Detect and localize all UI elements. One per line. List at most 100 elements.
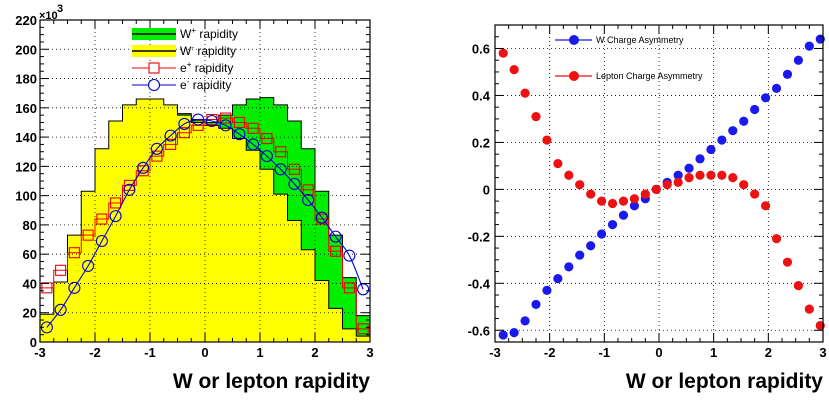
- legend-label-rest: rapidity: [189, 78, 231, 92]
- w-asymmetry-point: [793, 55, 804, 65]
- e-plus-marker: [343, 282, 355, 294]
- left-x-tick-label: 2: [311, 345, 318, 360]
- e-minus-marker: [343, 249, 356, 262]
- w-asymmetry-point: [717, 135, 727, 145]
- right-x-axis-title: W or lepton rapidity: [626, 370, 823, 393]
- right-x-tick-label: 0: [655, 345, 662, 360]
- lepton-asymmetry-point: [618, 196, 629, 206]
- e-plus-marker: [357, 323, 369, 335]
- legend-swatch-marker: [147, 78, 161, 92]
- lepton-asymmetry-point: [728, 173, 738, 183]
- e-minus-marker: [123, 183, 136, 196]
- w-asymmetry-point: [531, 299, 541, 310]
- right-x-tick-label: -2: [544, 345, 556, 360]
- e-plus-marker: [192, 119, 204, 131]
- e-minus-marker: [233, 128, 246, 141]
- e-plus-marker: [96, 213, 108, 225]
- lepton-asymmetry-point: [706, 170, 716, 180]
- e-plus-marker: [261, 133, 273, 145]
- e-minus-marker: [164, 129, 177, 142]
- lepton-asymmetry-point: [804, 304, 814, 314]
- right-panel: -3 -2 -1 0 1 2 3 -0.6 -0.4 -0.2 0 0.2 0.4 0.6 W or lep…: [468, 24, 827, 393]
- lepton-asymmetry-point: [640, 189, 650, 199]
- legend-label-rest: rapidity: [196, 27, 238, 41]
- w-asymmetry-point: [684, 163, 694, 173]
- left-legend-entry: W+ rapidity: [132, 26, 238, 41]
- w-asymmetry-point: [509, 328, 519, 338]
- e-plus-marker: [68, 247, 80, 259]
- left-legend-label: W+ rapidity: [180, 26, 238, 41]
- lepton-asymmetry-point: [771, 234, 782, 244]
- e-minus-marker: [137, 161, 150, 174]
- w-asymmetry-point: [673, 170, 683, 180]
- w-asymmetry-point: [607, 219, 618, 230]
- left-x-tick-label: -2: [89, 345, 101, 360]
- e-minus-marker: [109, 210, 122, 223]
- right-y-tick-label: 0.4: [472, 88, 491, 103]
- lepton-asymmetry-point: [586, 189, 596, 199]
- right-legend-label: W Charge Asymmetry: [596, 35, 684, 45]
- legend-swatch-marker: [569, 71, 579, 81]
- left-y-tick-label: 40: [23, 276, 37, 291]
- lepton-asymmetry-point: [597, 196, 607, 206]
- right-x-tick-label: 2: [765, 345, 772, 360]
- lepton-asymmetry-point: [607, 198, 618, 209]
- left-y-multiplier: ×10: [39, 10, 58, 22]
- legend-label-base: e: [180, 78, 187, 92]
- legend-label-rest: rapidity: [191, 61, 233, 75]
- e-minus-marker: [302, 193, 315, 207]
- e-minus-marker: [178, 117, 191, 130]
- lepton-asymmetry-point: [750, 189, 760, 199]
- right-y-tick-label: 0: [483, 182, 490, 197]
- legend-label-base: e: [180, 61, 187, 75]
- e-plus-marker: [275, 146, 287, 158]
- left-y-tick-label: 60: [23, 247, 37, 262]
- legend-swatch-marker: [148, 62, 160, 74]
- lepton-asymmetry-point: [695, 170, 705, 180]
- w-asymmetry-point: [782, 69, 793, 79]
- e-minus-marker: [288, 177, 301, 190]
- legend-label-sup: -: [187, 77, 190, 86]
- w-asymmetry-point: [728, 126, 738, 136]
- lepton-asymmetry-point: [739, 180, 749, 190]
- e-plus-marker: [288, 163, 300, 175]
- right-x-tick-label: -1: [599, 345, 611, 360]
- legend-label-base: W: [180, 27, 192, 41]
- w-asymmetry-point: [575, 250, 585, 260]
- w-asymmetry-point: [542, 285, 552, 295]
- right-y-tick-label: 0.2: [472, 135, 490, 150]
- right-legend-label: Lepton Charge Asymmetry: [596, 71, 703, 81]
- e-minus-marker: [54, 303, 67, 316]
- left-legend-entry: W- rapidity: [132, 43, 236, 58]
- lepton-asymmetry-point: [553, 158, 563, 169]
- lepton-asymmetry-point: [761, 201, 771, 211]
- lepton-asymmetry-point: [575, 180, 585, 190]
- e-plus-marker: [220, 112, 232, 124]
- right-legend-entry: Lepton Charge Asymmetry: [555, 71, 703, 81]
- left-y-tick-label: 140: [15, 130, 37, 145]
- e-minus-marker: [95, 234, 108, 248]
- e-minus-marker: [315, 211, 328, 224]
- left-y-tick-label: 80: [23, 218, 37, 233]
- w-asymmetry-point: [771, 83, 782, 93]
- left-x-tick-label: 0: [201, 345, 208, 360]
- e-minus-marker: [219, 119, 232, 132]
- e-minus-marker: [247, 138, 260, 151]
- e-plus-marker: [247, 122, 259, 134]
- w-asymmetry-point: [750, 104, 760, 115]
- w-asymmetry-point: [520, 316, 530, 326]
- w-asymmetry-point: [695, 154, 705, 164]
- left-legend-label: W- rapidity: [180, 43, 236, 58]
- left-x-tick-label: -3: [34, 345, 46, 360]
- left-x-tick-label: 3: [366, 345, 373, 360]
- w-asymmetry-point: [706, 144, 716, 155]
- right-legend-entry: W Charge Asymmetry: [555, 35, 684, 45]
- lepton-asymmetry-point: [629, 194, 640, 204]
- w-asymmetry-point: [597, 229, 607, 239]
- lepton-asymmetry-point: [564, 170, 574, 180]
- lepton-asymmetry-point: [542, 135, 552, 145]
- e-plus-marker: [178, 127, 190, 139]
- w-asymmetry-point: [498, 330, 508, 340]
